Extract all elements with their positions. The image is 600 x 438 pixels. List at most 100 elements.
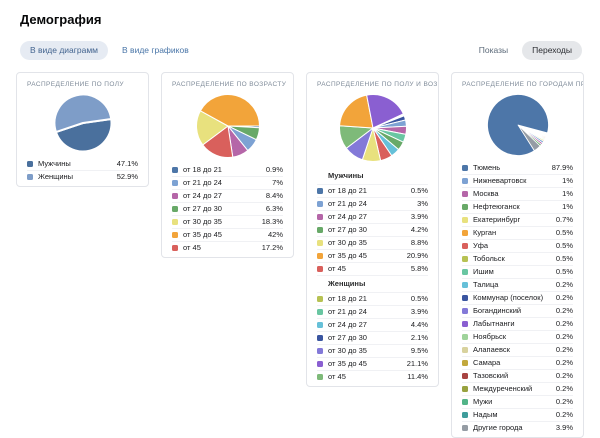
legend-value: 8.8% <box>410 238 428 247</box>
legend-row: Нижневартовск 1% <box>462 173 573 187</box>
legend-color-chip <box>462 242 468 249</box>
legend-value: 0.5% <box>555 254 573 263</box>
legend-color-chip <box>172 192 178 199</box>
legend-value: 9.5% <box>410 346 428 355</box>
legend-color-chip <box>462 203 468 210</box>
legend-row: Богандинский 0.2% <box>462 303 573 317</box>
legend-label: от 35 до 45 <box>328 251 367 260</box>
legend-color-chip <box>462 281 468 288</box>
legend-value: 4.4% <box>410 320 428 329</box>
legend-row: Тюмень 87.9% <box>462 162 573 174</box>
legend-color-chip <box>462 177 468 184</box>
cities-legend: Тюмень 87.9% Нижневартовск 1% Москва 1% Нефтею… <box>452 162 583 434</box>
legend-value: 6.3% <box>265 204 283 213</box>
legend-color-chip <box>172 205 178 212</box>
legend-label: от 45 <box>328 372 346 381</box>
legend-row: Курган 0.5% <box>462 225 573 239</box>
legend-value: 3.9% <box>555 423 573 432</box>
legend-label: от 18 до 21 <box>183 165 222 174</box>
legend-value: 0.2% <box>555 280 573 289</box>
legend-label: Богандинский <box>473 306 522 315</box>
legend-value: 0.5% <box>410 294 428 303</box>
legend-color-chip <box>317 265 323 272</box>
legend-label: Нефтеюганск <box>473 202 520 211</box>
legend-color-chip <box>462 372 468 379</box>
legend-row: Коммунар (поселок) 0.2% <box>462 290 573 304</box>
legend-label: от 30 до 35 <box>328 346 367 355</box>
shows-button[interactable]: Показы <box>478 45 509 56</box>
legend-label: Алапаевск <box>473 345 510 354</box>
legend-color-chip <box>462 398 468 405</box>
legend-row: от 27 до 30 4.2% <box>317 222 428 236</box>
legend-row: от 24 до 27 4.4% <box>317 317 428 331</box>
legend-label: от 27 до 30 <box>183 204 222 213</box>
legend-color-chip <box>462 216 468 223</box>
legend-color-chip <box>27 173 33 180</box>
legend-label: от 27 до 30 <box>328 225 367 234</box>
legend-row: Уфа 0.5% <box>462 238 573 252</box>
view-diagrams-button[interactable]: В виде диаграмм <box>20 41 109 60</box>
legend-group-name: Мужчины <box>328 171 364 180</box>
panel-age: РАСПРЕДЕЛЕНИЕ ПО ВОЗРАСТУ от 18 до 21 0.9… <box>161 71 294 258</box>
legend-color-chip <box>27 160 33 167</box>
legend-value: 3.9% <box>410 307 428 316</box>
legend-label: Тазовский <box>473 371 509 380</box>
pie-chart <box>195 93 260 158</box>
age-pie-container <box>162 88 293 164</box>
legend-label: Талица <box>473 280 499 289</box>
pie-chart <box>53 93 112 152</box>
pie-slice <box>338 94 373 128</box>
legend-label: Москва <box>473 189 499 198</box>
panel-cities: РАСПРЕДЕЛЕНИЕ ПО ГОРОДАМ ПРОФИЛЯ Тюмень 8… <box>451 71 584 438</box>
legend-color-chip <box>462 229 468 236</box>
view-toggle-group: В виде диаграмм В виде графиков <box>20 41 189 60</box>
legend-row: от 21 до 24 7% <box>172 175 283 189</box>
legend-color-chip <box>317 239 323 246</box>
legend-row: Талица 0.2% <box>462 277 573 291</box>
legend-row: от 24 до 27 8.4% <box>172 188 283 202</box>
metric-toggle-group: Показы Переходы <box>479 41 582 60</box>
view-graphs-button[interactable]: В виде графиков <box>122 45 189 56</box>
legend-label: Нижневартовск <box>473 176 527 185</box>
pie-slice <box>486 93 549 156</box>
legend-label: от 35 до 45 <box>183 230 222 239</box>
legend-color-chip <box>462 385 468 392</box>
legend-value: 0.2% <box>555 345 573 354</box>
transitions-button[interactable]: Переходы <box>522 41 582 60</box>
legend-row: от 45 5.8% <box>317 261 428 275</box>
legend-color-chip <box>317 360 323 367</box>
legend-value: 1% <box>562 176 573 185</box>
gender-legend: Мужчины 47.1% Женщины 52.9% <box>17 158 148 183</box>
legend-row: от 30 до 35 8.8% <box>317 235 428 249</box>
legend-value: 42% <box>267 230 283 239</box>
legend-value: 17.2% <box>261 243 283 252</box>
legend-row: Тазовский 0.2% <box>462 368 573 382</box>
legend-label: Мужи <box>473 397 493 406</box>
legend-color-chip <box>462 359 468 366</box>
legend-color-chip <box>317 373 323 380</box>
legend-color-chip <box>317 321 323 328</box>
gender-age-legend: Мужчины от 18 до 21 0.5% от 21 до 24 3% от 24… <box>307 168 438 383</box>
legend-color-chip <box>317 187 323 194</box>
legend-color-chip <box>172 218 178 225</box>
legend-row: Москва 1% <box>462 186 573 200</box>
legend-label: Курган <box>473 228 497 237</box>
legend-label: Тобольск <box>473 254 505 263</box>
legend-color-chip <box>317 200 323 207</box>
legend-color-chip <box>317 334 323 341</box>
legend-color-chip <box>462 411 468 418</box>
legend-row: Ишим 0.5% <box>462 264 573 278</box>
legend-color-chip <box>317 226 323 233</box>
legend-label: Самара <box>473 358 501 367</box>
legend-value: 0.2% <box>555 371 573 380</box>
gender-pie-container <box>17 88 148 158</box>
legend-label: Другие города <box>473 423 523 432</box>
legend-value: 47.1% <box>116 159 138 168</box>
legend-label: Тюмень <box>473 163 501 172</box>
pie-chart <box>338 93 407 162</box>
legend-row: Лабытнанги 0.2% <box>462 316 573 330</box>
legend-value: 0.2% <box>555 397 573 406</box>
legend-row: Алапаевск 0.2% <box>462 342 573 356</box>
legend-row: Другие города 3.9% <box>462 420 573 434</box>
legend-color-chip <box>462 255 468 262</box>
